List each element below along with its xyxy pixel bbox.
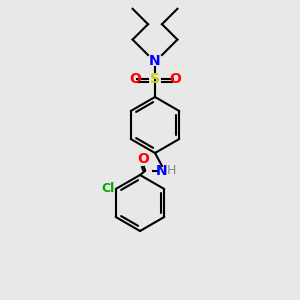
Text: N: N: [156, 164, 168, 178]
Text: N: N: [149, 54, 161, 68]
Text: O: O: [137, 152, 149, 166]
Text: S: S: [150, 72, 160, 86]
Text: H: H: [166, 164, 176, 178]
Text: O: O: [169, 72, 181, 86]
Text: O: O: [129, 72, 141, 86]
Text: Cl: Cl: [101, 182, 114, 196]
